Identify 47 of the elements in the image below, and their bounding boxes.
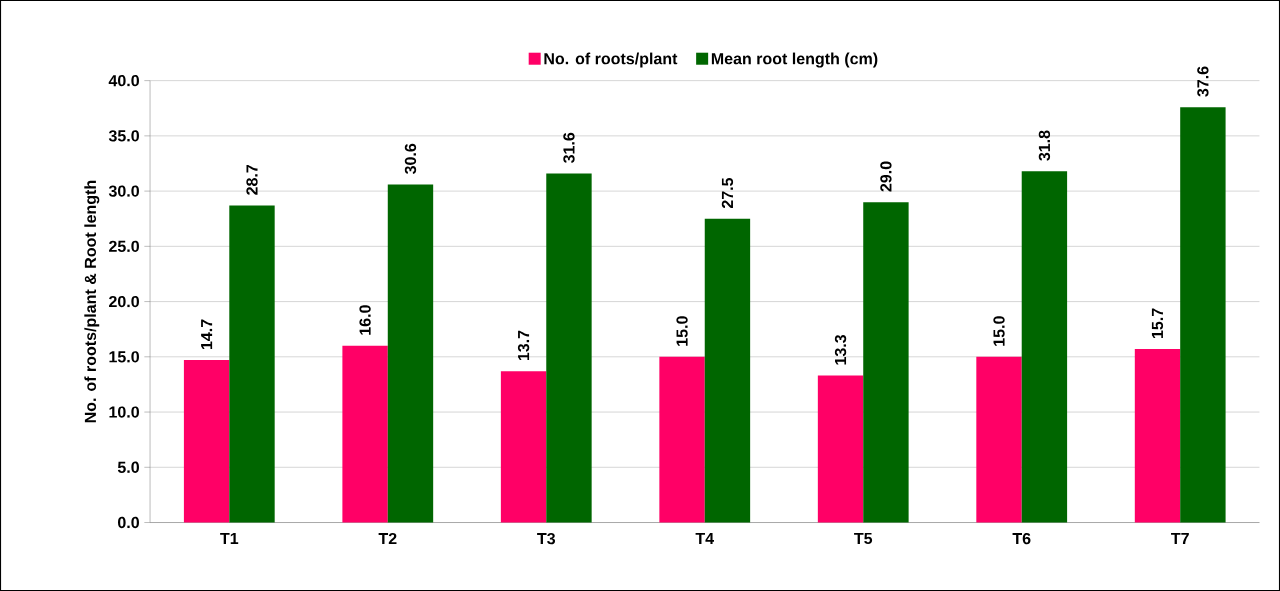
bar [546,173,592,523]
bar [659,356,705,523]
y-axis-title: No. of roots/plant & Root length [84,180,100,423]
bar [1180,107,1226,523]
y-tick-label: 10.0 [109,406,139,418]
legend-label: Mean root length (cm) [711,52,878,68]
data-label: 29.0 [880,161,892,192]
data-label: 15.0 [993,316,1005,346]
y-tick-label: 15.0 [109,351,139,363]
data-label: 14.7 [201,319,213,349]
x-tick-label: T4 [695,532,714,544]
x-tick-label: T7 [1171,532,1189,544]
x-tick-label: T5 [854,532,873,545]
data-label: 15.7 [1151,308,1164,338]
data-label: 37.6 [1197,66,1209,97]
data-label: 16.0 [359,305,371,335]
bar [704,218,751,523]
data-label: 13.7 [517,330,530,361]
legend-label: No. of roots/plant [544,52,678,68]
bar [976,356,1022,523]
bar [863,202,909,523]
bar [387,184,434,523]
data-label: 28.7 [246,164,258,195]
data-label: 31.8 [1038,130,1051,161]
data-label: 15.0 [676,316,688,346]
bar [817,375,864,523]
bar [500,371,547,523]
y-tick-label: 30.0 [108,185,139,197]
bar [342,345,388,523]
x-tick-label: T6 [1012,532,1031,545]
data-label: 27.5 [721,177,734,209]
x-tick-label: T1 [220,532,239,544]
data-label: 30.6 [404,143,417,174]
bar [229,205,275,523]
y-tick-label: 25.0 [109,240,139,252]
bar [183,360,230,523]
data-label: 13.3 [834,334,847,365]
data-label: 31.6 [563,132,575,163]
y-tick-label: 35.0 [108,130,139,142]
x-tick-label: T3 [537,532,556,545]
y-tick-label: 20.0 [109,295,139,308]
x-tick-label: T2 [378,532,397,545]
y-tick-label: 40.0 [108,74,139,87]
bar [1021,171,1068,523]
y-tick-label: 5.0 [117,461,139,473]
bar [1134,349,1181,523]
y-tick-label: 0.0 [118,516,139,529]
